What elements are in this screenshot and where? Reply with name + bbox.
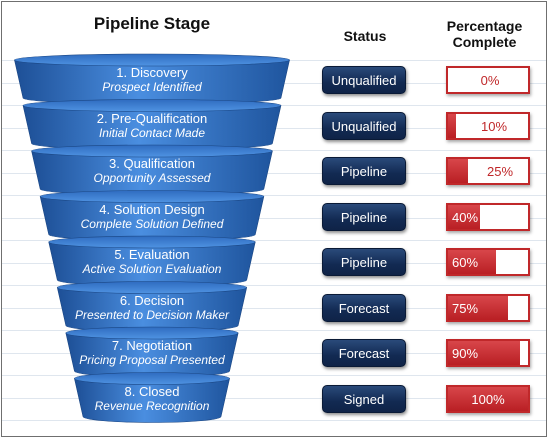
gridline bbox=[2, 308, 546, 309]
funnel-segment-body bbox=[31, 150, 273, 196]
funnel-segment-body bbox=[22, 105, 282, 150]
funnel-segment-top bbox=[31, 144, 273, 158]
percent-label: 75% bbox=[452, 300, 479, 316]
gridline bbox=[2, 263, 546, 264]
percent-complete-bar: 0% bbox=[446, 66, 530, 94]
funnel-segment bbox=[14, 53, 290, 105]
gridline bbox=[2, 218, 546, 219]
percent-fill bbox=[448, 387, 528, 411]
status-badge: Pipeline bbox=[322, 203, 406, 231]
status-badge: Unqualified bbox=[322, 112, 406, 140]
percent-complete-bar: 10% bbox=[446, 112, 530, 140]
funnel-segment-top bbox=[57, 281, 247, 294]
percent-complete-bar: 25% bbox=[446, 157, 530, 185]
percent-complete-bar: 40% bbox=[446, 203, 530, 231]
status-badge: Unqualified bbox=[322, 66, 406, 94]
status-badge: Forecast bbox=[322, 339, 406, 367]
funnel-segment bbox=[39, 190, 265, 241]
gridline bbox=[2, 375, 546, 376]
funnel-segment-body bbox=[48, 241, 256, 287]
funnel-segment-body bbox=[39, 196, 265, 241]
percent-fill bbox=[448, 250, 496, 274]
gridline bbox=[2, 330, 546, 331]
percent-label: 25% bbox=[486, 163, 514, 179]
percent-label: 0% bbox=[480, 72, 500, 88]
status-badge: Signed bbox=[322, 385, 406, 413]
funnel-segment-top bbox=[39, 190, 265, 203]
percent-fill bbox=[448, 114, 456, 138]
status-badge: Pipeline bbox=[322, 157, 406, 185]
percent-complete-bar: 100% bbox=[446, 385, 530, 413]
funnel-segment bbox=[22, 99, 282, 150]
percent-label: 10% bbox=[480, 118, 508, 134]
percent-label: 60% bbox=[452, 254, 479, 270]
gridline bbox=[2, 150, 546, 151]
percent-complete-bar: 90% bbox=[446, 339, 530, 367]
gridline bbox=[2, 240, 546, 241]
status-header: Status bbox=[343, 28, 387, 44]
percent-label: 40% bbox=[452, 209, 479, 225]
percent-label: 90% bbox=[452, 345, 479, 361]
gridline bbox=[2, 398, 546, 399]
status-badge: Forecast bbox=[322, 294, 406, 322]
funnel-segment bbox=[48, 235, 256, 287]
percent-complete-bar: 60% bbox=[446, 248, 530, 276]
gridline bbox=[2, 285, 546, 286]
status-badge: Pipeline bbox=[322, 248, 406, 276]
funnel-segment bbox=[56, 281, 248, 332]
percent-complete-bar: 75% bbox=[446, 294, 530, 322]
funnel-segment bbox=[74, 372, 230, 423]
gridline bbox=[2, 195, 546, 196]
percent-fill bbox=[448, 205, 480, 229]
funnel-segment-top bbox=[48, 235, 256, 249]
percentage-complete-header: Percentage Complete bbox=[427, 18, 542, 50]
gridline bbox=[2, 173, 546, 174]
funnel-segment bbox=[31, 144, 273, 196]
funnel-segment bbox=[65, 326, 239, 378]
funnel-segment-top bbox=[65, 326, 239, 340]
percent-fill bbox=[448, 341, 520, 365]
funnel-segment-body bbox=[74, 378, 230, 423]
funnel-segment-body bbox=[56, 287, 248, 332]
funnel-segment-top bbox=[14, 53, 290, 67]
funnel-segment-body bbox=[14, 59, 290, 105]
percent-fill bbox=[448, 159, 468, 183]
percentage-header-line2: Complete bbox=[452, 34, 517, 50]
funnel-segment-top bbox=[22, 99, 282, 112]
funnel-segment-top bbox=[74, 372, 230, 385]
sales-funnel bbox=[14, 53, 290, 423]
percentage-header-line1: Percentage bbox=[446, 18, 523, 34]
pipeline-stage-header: Pipeline Stage bbox=[93, 14, 211, 33]
percent-fill bbox=[448, 296, 508, 320]
gridline bbox=[2, 420, 546, 421]
gridline bbox=[2, 353, 546, 354]
funnel-segment-body bbox=[65, 332, 239, 378]
percent-label: 100% bbox=[471, 391, 505, 407]
